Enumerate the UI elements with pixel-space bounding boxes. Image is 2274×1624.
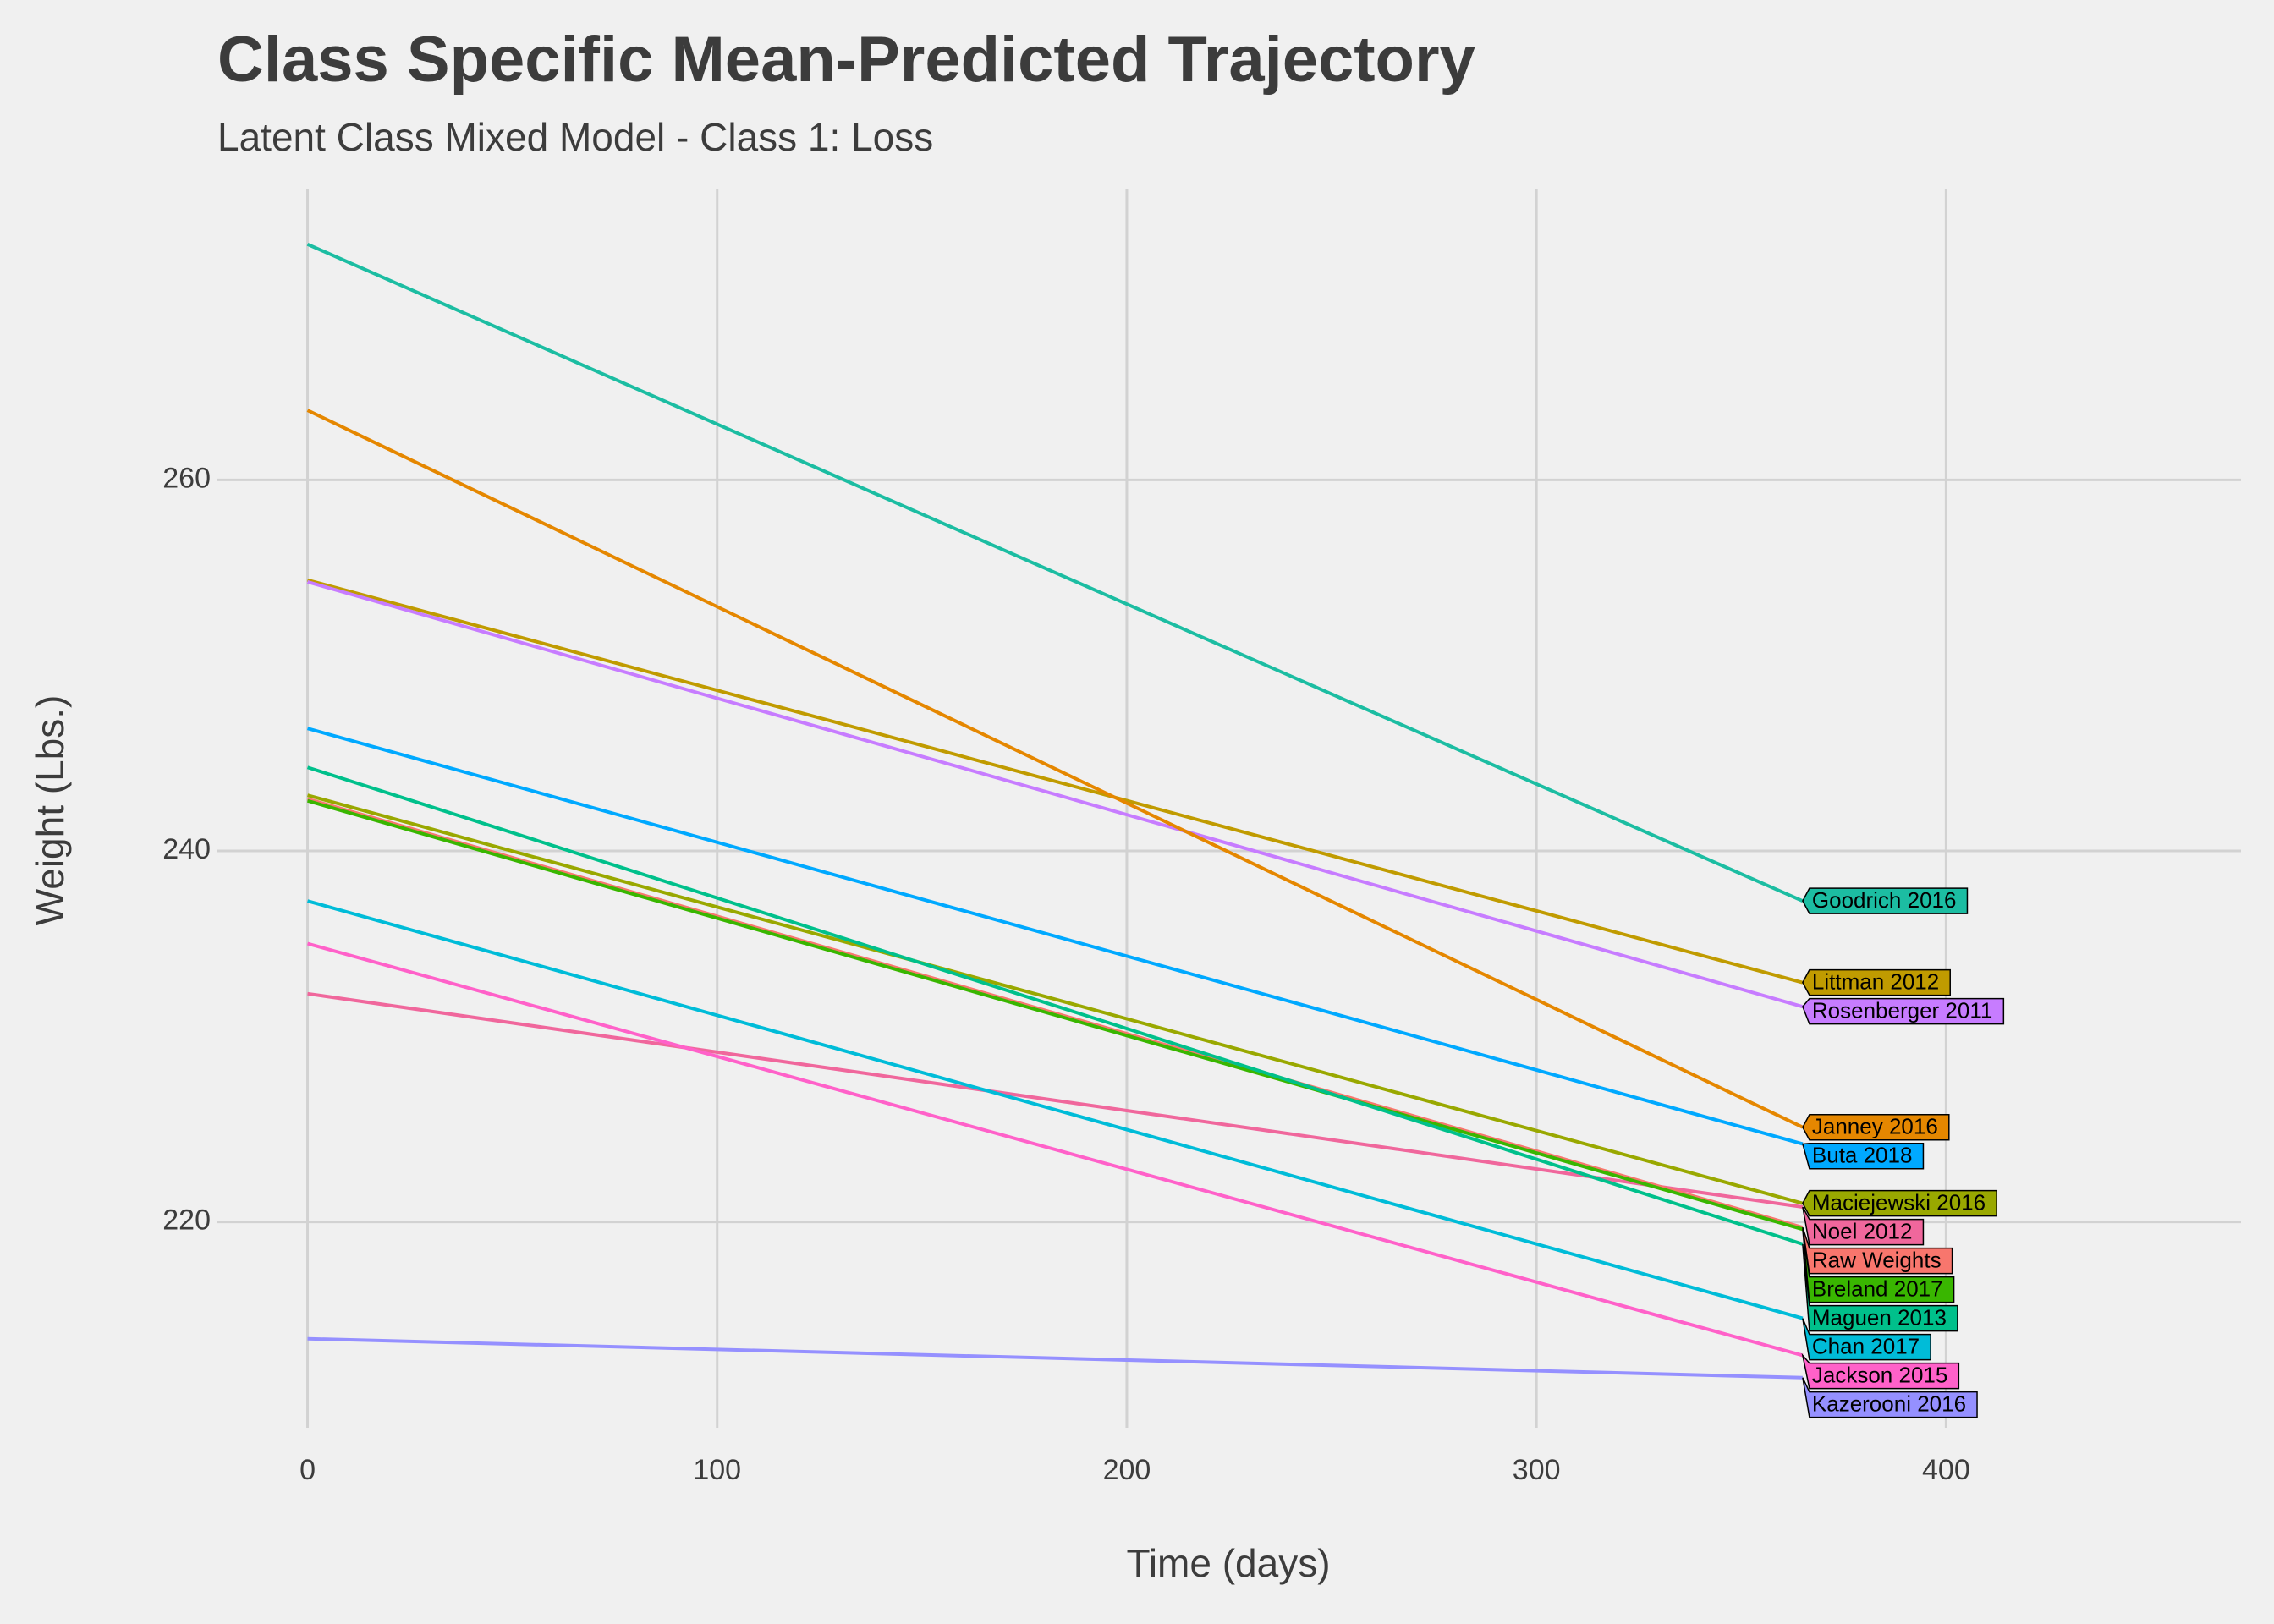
series-line (306, 797, 1804, 1230)
end-label-box (1802, 1318, 1931, 1361)
series-line (307, 578, 1804, 985)
series-line (306, 793, 1804, 1205)
end-label-text: Raw Weights (1812, 1248, 1942, 1273)
end-label-text: Maciejewski 2016 (1812, 1190, 1986, 1215)
x-tick-label: 300 (1513, 1454, 1561, 1486)
end-label-box (1802, 1113, 1950, 1141)
series-line (307, 1336, 1803, 1380)
series-line (306, 727, 1804, 1146)
end-label: Noel 2012 (1802, 1206, 1925, 1246)
end-label-text: Buta 2018 (1812, 1143, 1913, 1168)
end-label: Jackson 2015 (1801, 1352, 1960, 1390)
series-line (306, 798, 1804, 1232)
end-label-box (1802, 1206, 1925, 1246)
end-label: Rosenberger 2011 (1802, 997, 2005, 1025)
end-label-text: Jackson 2015 (1812, 1363, 1947, 1388)
x-tick-label: 0 (299, 1454, 316, 1486)
end-label-text: Noel 2012 (1812, 1219, 1913, 1244)
end-label-box (1802, 1189, 1997, 1217)
y-tick-label: 220 (162, 1204, 211, 1237)
end-label-text: Goodrich 2016 (1812, 887, 1957, 913)
x-tick-label: 200 (1103, 1454, 1151, 1486)
end-label-text: Rosenberger 2011 (1812, 998, 1992, 1023)
end-label-box (1802, 1243, 1958, 1332)
end-label-box (1801, 1142, 1925, 1170)
x-tick-label: 400 (1922, 1454, 1970, 1486)
end-label: Littman 2012 (1802, 968, 1951, 996)
end-label: Chan 2017 (1802, 1318, 1931, 1361)
end-label-text: Breland 2017 (1812, 1276, 1943, 1302)
end-label-text: Chan 2017 (1812, 1334, 1920, 1359)
series-line (306, 899, 1804, 1320)
series-line (306, 765, 1804, 1246)
chart-title: Class Specific Mean-Predicted Trajectory (217, 24, 1475, 96)
end-label-text: Littman 2012 (1812, 969, 1939, 995)
y-tick-label: 260 (162, 462, 211, 494)
end-label-box (1802, 1377, 1978, 1418)
y-tick-label: 240 (162, 833, 211, 865)
end-label-box (1802, 968, 1951, 996)
chart-subtitle: Latent Class Mixed Model - Class 1: Loss (217, 115, 933, 159)
end-label: Buta 2018 (1801, 1142, 1925, 1170)
series-line (306, 409, 1804, 1129)
series-line (306, 580, 1804, 1009)
end-label-box (1801, 1352, 1960, 1390)
series-line (306, 242, 1804, 903)
end-label: Kazerooni 2016 (1802, 1377, 1978, 1418)
end-label: Breland 2017 (1802, 1229, 1955, 1303)
end-label: Janney 2016 (1802, 1113, 1950, 1141)
x-axis-title: Time (days) (1126, 1541, 1330, 1585)
end-label-text: Janney 2016 (1812, 1114, 1938, 1139)
end-label: Goodrich 2016 (1802, 887, 1969, 914)
end-label-text: Kazerooni 2016 (1812, 1391, 1966, 1417)
end-label-box (1802, 887, 1969, 914)
end-label: Maguen 2013 (1802, 1243, 1958, 1332)
y-axis-title: Weight (Lbs.) (28, 695, 72, 926)
end-label-text: Maguen 2013 (1812, 1305, 1947, 1330)
series-line (306, 941, 1804, 1358)
end-label: Maciejewski 2016 (1802, 1189, 1997, 1217)
end-label-box (1802, 997, 2005, 1025)
x-tick-label: 100 (693, 1454, 741, 1486)
series-line (307, 991, 1804, 1209)
